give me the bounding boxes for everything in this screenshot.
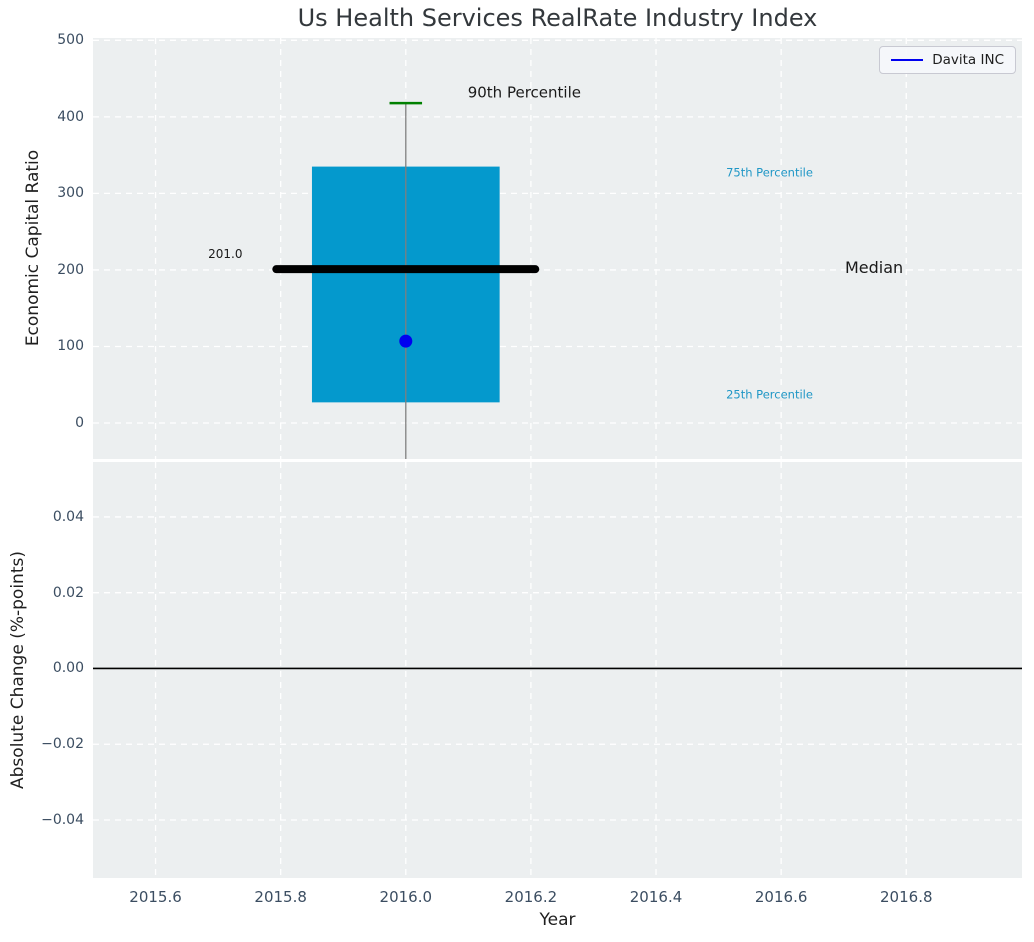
chart-title: Us Health Services RealRate Industry Ind… [297, 4, 818, 32]
x-axis-label-year: Year [539, 910, 576, 930]
y-axis-label-economic-capital-ratio: Economic Capital Ratio [23, 149, 43, 347]
panel-background [93, 38, 1022, 459]
legend-label: Davita INC [932, 52, 1004, 68]
company-marker-dot [399, 334, 413, 348]
legend: Davita INC [879, 46, 1016, 74]
y-axis-label-absolute-change: Absolute Change (%-points) [8, 551, 28, 789]
panel-background [93, 462, 1022, 878]
legend-line-sample [891, 59, 924, 61]
